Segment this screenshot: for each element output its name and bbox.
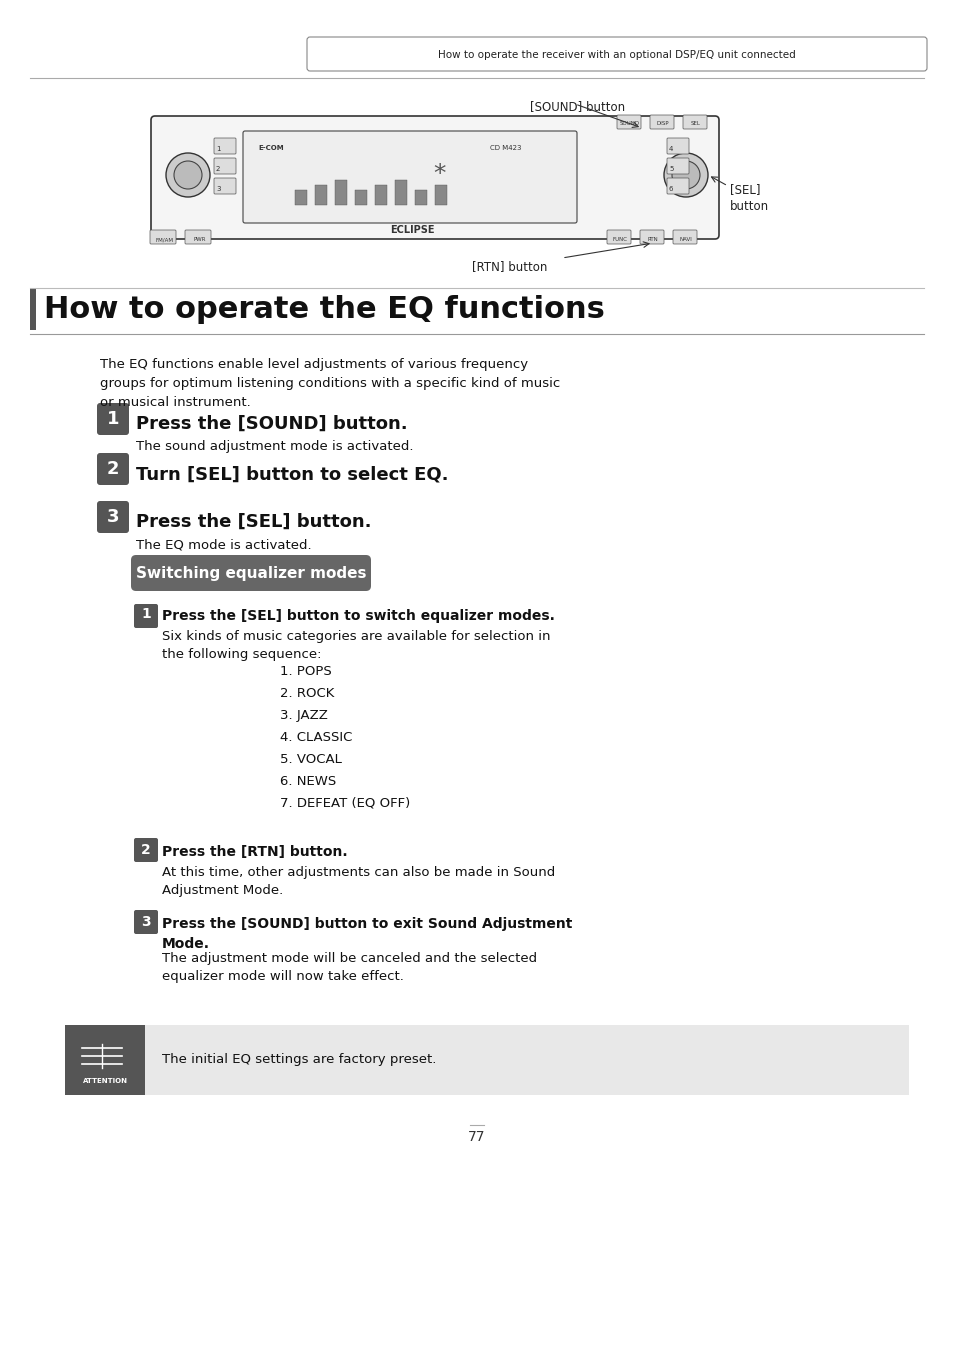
- FancyBboxPatch shape: [213, 178, 235, 194]
- FancyBboxPatch shape: [151, 117, 719, 238]
- Bar: [30, 289, 36, 331]
- Text: 5. VOCAL: 5. VOCAL: [280, 753, 341, 766]
- FancyBboxPatch shape: [213, 159, 235, 173]
- Text: 7. DEFEAT (EQ OFF): 7. DEFEAT (EQ OFF): [280, 797, 410, 810]
- Text: Six kinds of music categories are available for selection in
the following seque: Six kinds of music categories are availa…: [162, 630, 550, 661]
- FancyBboxPatch shape: [639, 230, 663, 244]
- Bar: [355, 190, 367, 205]
- Text: 2. ROCK: 2. ROCK: [280, 687, 334, 701]
- FancyBboxPatch shape: [606, 230, 630, 244]
- Text: SEL: SEL: [690, 121, 700, 126]
- Text: 3: 3: [215, 186, 220, 192]
- Text: The EQ functions enable level adjustments of various frequency
groups for optimu: The EQ functions enable level adjustment…: [100, 358, 559, 409]
- FancyBboxPatch shape: [672, 230, 697, 244]
- FancyBboxPatch shape: [97, 453, 129, 485]
- Text: 1: 1: [107, 411, 119, 428]
- Bar: [395, 180, 407, 205]
- Text: NAVI: NAVI: [679, 237, 692, 243]
- Text: RTN: RTN: [647, 237, 658, 243]
- Text: FM/AM: FM/AM: [156, 237, 173, 243]
- Text: 2: 2: [215, 167, 220, 172]
- Text: 5: 5: [668, 167, 673, 172]
- Text: 1. POPS: 1. POPS: [280, 665, 332, 678]
- FancyBboxPatch shape: [213, 138, 235, 154]
- FancyBboxPatch shape: [666, 159, 688, 173]
- Text: 4: 4: [668, 146, 673, 152]
- FancyBboxPatch shape: [97, 501, 129, 533]
- Text: 6: 6: [668, 186, 673, 192]
- Text: 3: 3: [141, 915, 151, 930]
- Text: 3: 3: [107, 508, 119, 526]
- Text: 2: 2: [107, 459, 119, 478]
- Text: 1: 1: [215, 146, 220, 152]
- Text: At this time, other adjustments can also be made in Sound
Adjustment Mode.: At this time, other adjustments can also…: [162, 866, 555, 897]
- Circle shape: [671, 161, 700, 188]
- FancyBboxPatch shape: [666, 138, 688, 154]
- FancyBboxPatch shape: [133, 911, 158, 934]
- Text: 2: 2: [141, 843, 151, 856]
- Bar: [335, 180, 347, 205]
- Text: SOUND: SOUND: [619, 121, 639, 126]
- Text: CD M423: CD M423: [490, 145, 521, 150]
- Text: Turn [SEL] button to select EQ.: Turn [SEL] button to select EQ.: [136, 465, 448, 482]
- Text: [RTN] button: [RTN] button: [472, 260, 547, 272]
- FancyBboxPatch shape: [666, 178, 688, 194]
- Circle shape: [663, 153, 707, 196]
- Bar: [294, 190, 307, 205]
- FancyBboxPatch shape: [617, 115, 640, 129]
- FancyBboxPatch shape: [682, 115, 706, 129]
- Text: [SEL]
button: [SEL] button: [729, 183, 768, 213]
- Text: 77: 77: [468, 1130, 485, 1144]
- Text: The sound adjustment mode is activated.: The sound adjustment mode is activated.: [136, 440, 413, 453]
- Text: 6. NEWS: 6. NEWS: [280, 775, 335, 789]
- Text: Switching equalizer modes: Switching equalizer modes: [135, 566, 366, 581]
- Text: Press the [SEL] button to switch equalizer modes.: Press the [SEL] button to switch equaliz…: [162, 608, 555, 623]
- Text: 1: 1: [141, 607, 151, 621]
- Circle shape: [166, 153, 210, 196]
- Text: [SOUND] button: [SOUND] button: [530, 100, 624, 112]
- Text: The EQ mode is activated.: The EQ mode is activated.: [136, 538, 312, 551]
- FancyBboxPatch shape: [131, 556, 371, 591]
- Text: The initial EQ settings are factory preset.: The initial EQ settings are factory pres…: [162, 1053, 436, 1066]
- FancyBboxPatch shape: [133, 837, 158, 862]
- Text: 3. JAZZ: 3. JAZZ: [280, 709, 328, 722]
- Text: Press the [SOUND] button to exit Sound Adjustment
Mode.: Press the [SOUND] button to exit Sound A…: [162, 917, 572, 950]
- FancyBboxPatch shape: [243, 131, 577, 224]
- Bar: [415, 190, 427, 205]
- Text: 4. CLASSIC: 4. CLASSIC: [280, 730, 352, 744]
- FancyBboxPatch shape: [133, 604, 158, 627]
- Text: E-COM: E-COM: [257, 145, 283, 150]
- Text: How to operate the receiver with an optional DSP/EQ unit connected: How to operate the receiver with an opti…: [437, 50, 795, 60]
- Bar: [65, 1024, 908, 1095]
- Text: How to operate the EQ functions: How to operate the EQ functions: [44, 295, 604, 324]
- Text: Press the [SOUND] button.: Press the [SOUND] button.: [136, 415, 407, 434]
- FancyBboxPatch shape: [97, 402, 129, 435]
- Bar: [65, 1024, 145, 1095]
- Text: FUNC: FUNC: [612, 237, 627, 243]
- Text: Press the [SEL] button.: Press the [SEL] button.: [136, 514, 371, 531]
- FancyBboxPatch shape: [307, 37, 926, 70]
- FancyBboxPatch shape: [185, 230, 211, 244]
- FancyBboxPatch shape: [150, 230, 175, 244]
- Bar: [435, 186, 447, 205]
- Bar: [314, 186, 327, 205]
- FancyBboxPatch shape: [649, 115, 673, 129]
- Bar: [375, 186, 387, 205]
- Text: ATTENTION: ATTENTION: [82, 1079, 128, 1084]
- Text: *: *: [434, 163, 446, 186]
- Circle shape: [173, 161, 202, 188]
- Text: DISP: DISP: [656, 121, 669, 126]
- Text: The adjustment mode will be canceled and the selected
equalizer mode will now ta: The adjustment mode will be canceled and…: [162, 953, 537, 982]
- Text: Press the [RTN] button.: Press the [RTN] button.: [162, 846, 347, 859]
- Text: ECLIPSE: ECLIPSE: [390, 225, 434, 234]
- Text: PWR: PWR: [193, 237, 206, 243]
